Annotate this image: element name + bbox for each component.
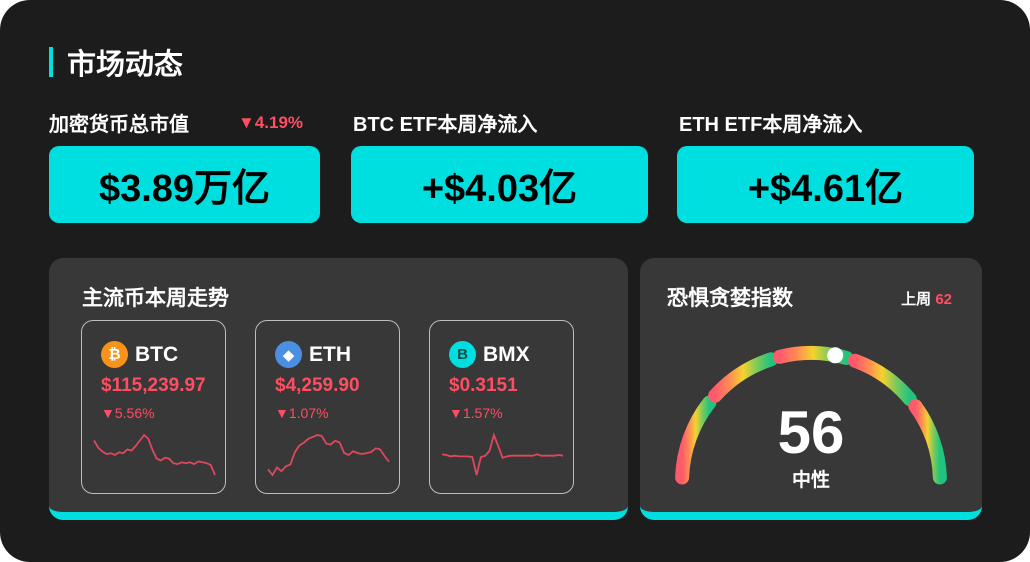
- last-week-label: 上周: [901, 291, 932, 308]
- coin-header: B BMX: [449, 341, 530, 368]
- coin-symbol: BTC: [135, 342, 179, 366]
- title-accent-bar: [49, 47, 53, 77]
- coin-header: ◆ ETH: [275, 341, 351, 368]
- fear-greed-panel: 恐惧贪婪指数 上周 62 56 中性: [640, 258, 982, 520]
- market-cap-value: $3.89万亿: [49, 146, 320, 223]
- coin-change: ▼1.07%: [275, 405, 329, 421]
- fear-greed-gauge: [675, 346, 947, 485]
- btc-etf-label: BTC ETF本周净流入: [353, 114, 538, 136]
- coin-card-btc[interactable]: ₿ BTC $115,239.97 ▼5.56%: [81, 320, 226, 494]
- last-week: 上周 62: [901, 288, 952, 309]
- bitcoin-icon: ₿: [101, 341, 128, 368]
- sparkline-chart: [93, 433, 216, 476]
- bmx-icon: B: [449, 341, 476, 368]
- fear-greed-value: 56: [777, 399, 845, 466]
- coin-price: $115,239.97: [101, 375, 206, 396]
- gauge-segment: [848, 353, 917, 407]
- gauge-segment: [708, 352, 779, 403]
- ethereum-icon: ◆: [275, 341, 302, 368]
- market-cap-label: 加密货币总市值: [49, 114, 189, 136]
- coin-card-eth[interactable]: ◆ ETH $4,259.90 ▼1.07%: [255, 320, 400, 494]
- coin-price: $0.3151: [449, 375, 518, 396]
- sparkline-line: [93, 433, 216, 476]
- coin-change: ▼1.57%: [449, 405, 503, 421]
- fear-greed-title: 恐惧贪婪指数: [667, 287, 793, 310]
- sparkline-chart: [441, 432, 564, 476]
- coin-symbol: BMX: [483, 342, 530, 366]
- last-week-value: 62: [935, 291, 952, 308]
- coin-price: $4,259.90: [275, 375, 360, 396]
- section-title: 市场动态: [49, 44, 184, 81]
- coin-symbol: ETH: [309, 342, 351, 366]
- fear-greed-sentiment: 中性: [791, 470, 830, 491]
- coin-header: ₿ BTC: [101, 341, 178, 368]
- gauge-marker: [827, 347, 844, 364]
- gauge-segment: [908, 399, 947, 485]
- gauge-segment: [675, 395, 717, 485]
- market-cap-change: ▼4.19%: [238, 113, 304, 132]
- sparkline-line: [441, 432, 564, 476]
- btc-etf-value: +$4.03亿: [351, 146, 648, 223]
- coin-change: ▼5.56%: [101, 405, 155, 421]
- page-title: 市场动态: [67, 49, 184, 81]
- weekly-trend-title: 主流币本周走势: [82, 287, 229, 310]
- eth-etf-value: +$4.61亿: [677, 146, 974, 223]
- sparkline-chart: [267, 434, 390, 477]
- eth-etf-label: ETH ETF本周净流入: [679, 114, 863, 136]
- weekly-trend-panel: 主流币本周走势 ₿ BTC $115,239.97 ▼5.56% ◆ ETH $4,2…: [49, 258, 628, 520]
- coin-card-bmx[interactable]: B BMX $0.3151 ▼1.57%: [429, 320, 574, 494]
- sparkline-line: [267, 434, 390, 477]
